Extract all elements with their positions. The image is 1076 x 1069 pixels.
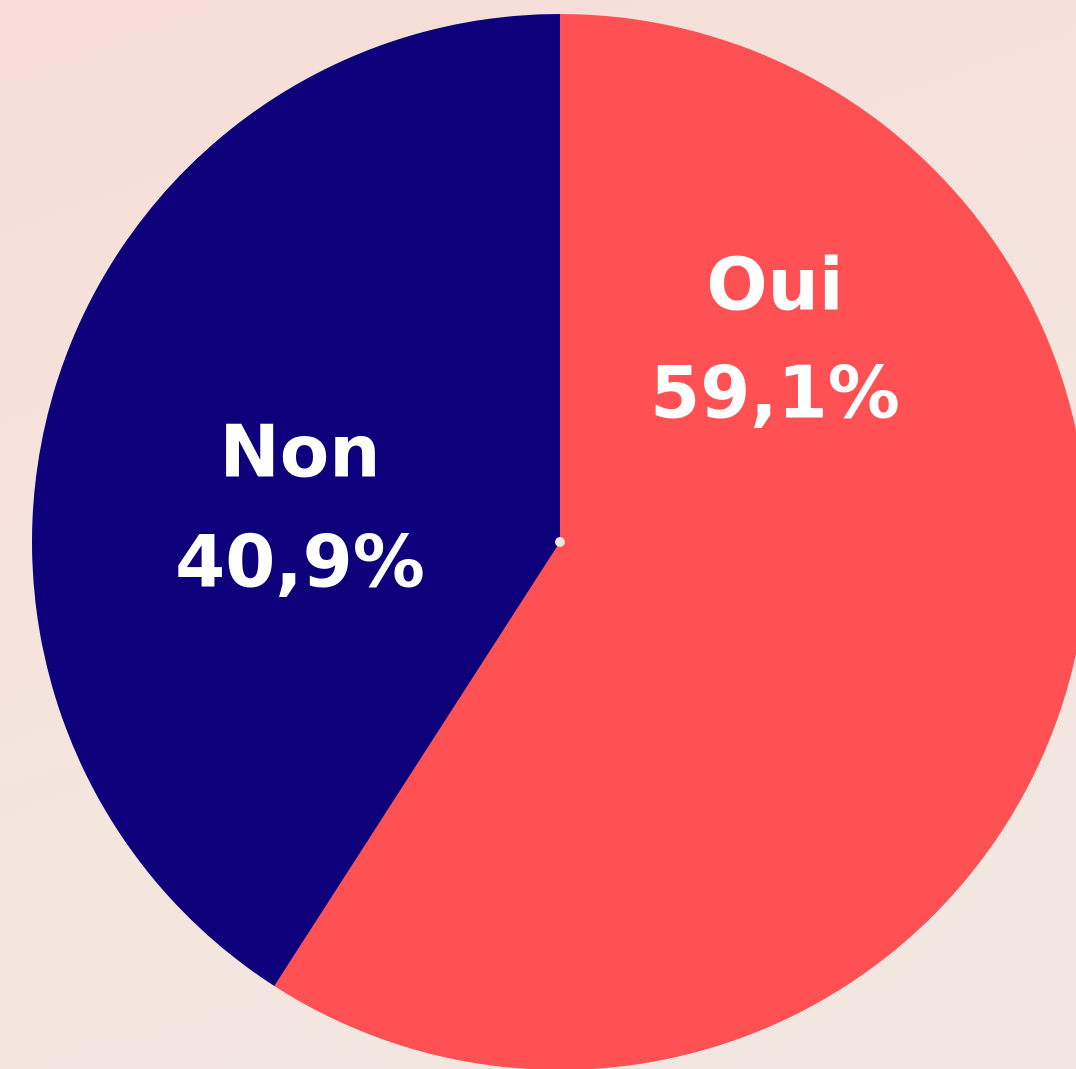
slice-label: Non <box>220 410 381 494</box>
pie-slice <box>274 14 1076 1069</box>
slice-value-label: 40,9% <box>175 520 425 604</box>
center-dot <box>555 537 565 547</box>
slice-value-label: 59,1% <box>650 351 900 435</box>
slice-label: Oui <box>706 243 843 327</box>
pie-slice <box>31 14 560 987</box>
